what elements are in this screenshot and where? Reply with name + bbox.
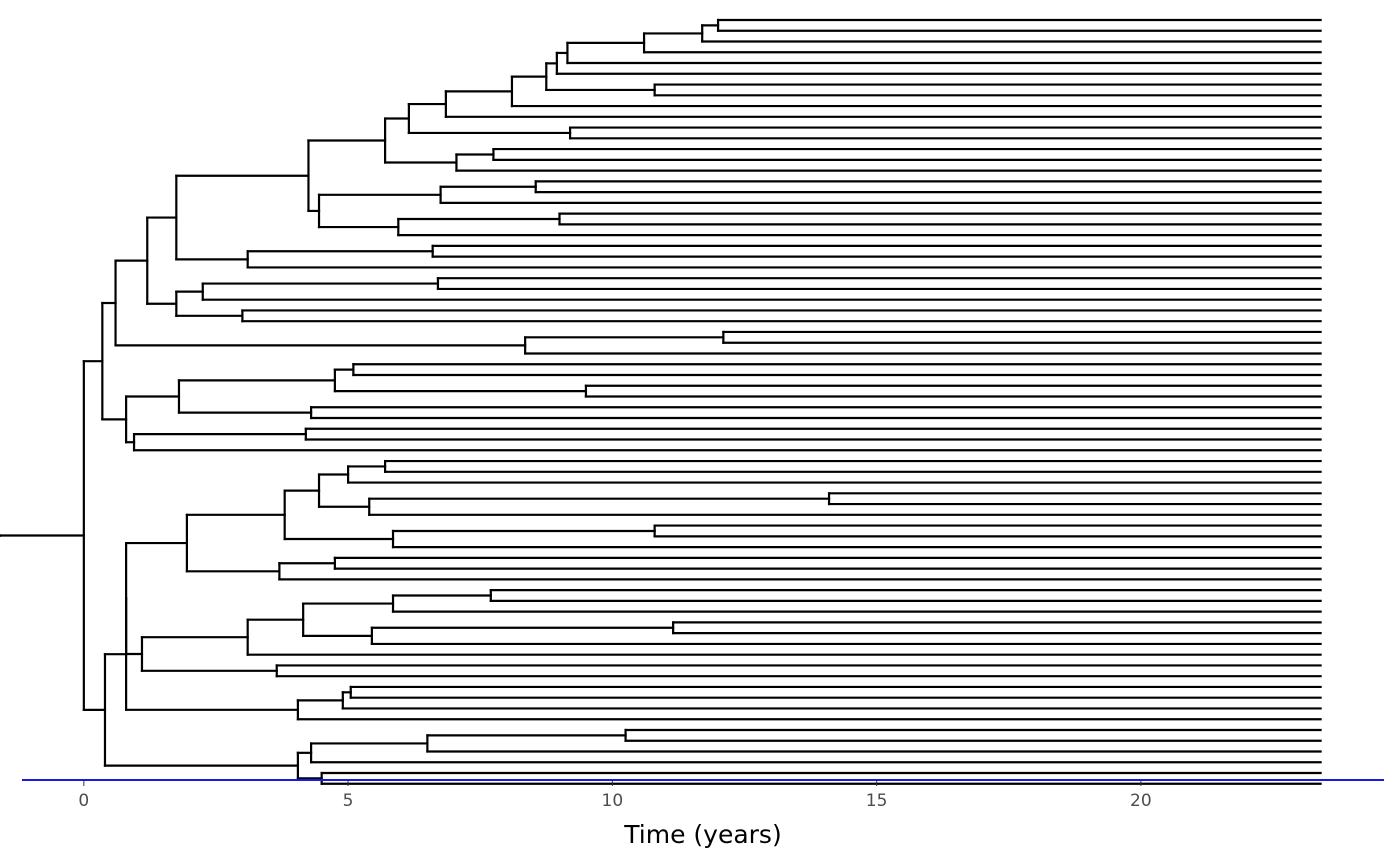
x-axis-ticks: 0 5 10 15 20 bbox=[78, 781, 1151, 811]
x-tick-label: 5 bbox=[343, 791, 354, 811]
x-tick-label: 10 bbox=[602, 791, 624, 811]
x-tick-label: 15 bbox=[866, 791, 888, 811]
tree-branches bbox=[0, 20, 1321, 784]
x-tick-label: 0 bbox=[78, 791, 89, 811]
x-tick-label: 20 bbox=[1130, 791, 1152, 811]
x-axis-title: Time (years) bbox=[623, 820, 781, 849]
